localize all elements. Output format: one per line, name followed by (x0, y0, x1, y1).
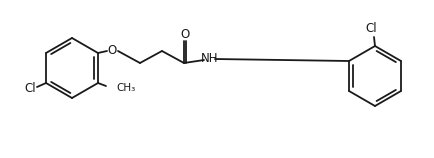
Text: CH₃: CH₃ (116, 83, 135, 93)
Text: O: O (107, 45, 117, 58)
Text: O: O (181, 27, 190, 40)
Text: NH: NH (201, 52, 219, 66)
Text: Cl: Cl (24, 82, 36, 95)
Text: Cl: Cl (365, 22, 377, 36)
